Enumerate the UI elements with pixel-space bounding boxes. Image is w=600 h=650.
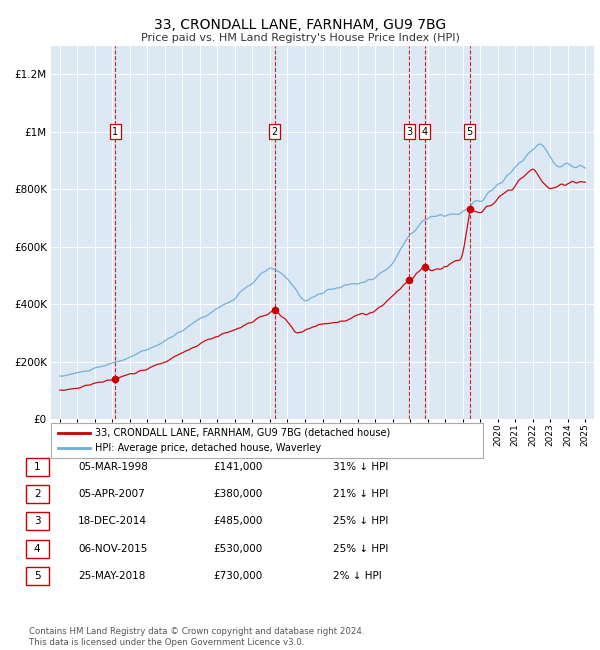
Text: 5: 5 <box>34 571 41 581</box>
Text: 31% ↓ HPI: 31% ↓ HPI <box>333 462 388 472</box>
Text: 5: 5 <box>467 127 473 136</box>
Text: 2: 2 <box>271 127 278 136</box>
Text: HPI: Average price, detached house, Waverley: HPI: Average price, detached house, Wave… <box>95 443 321 453</box>
Text: 4: 4 <box>422 127 428 136</box>
Text: 33, CRONDALL LANE, FARNHAM, GU9 7BG (detached house): 33, CRONDALL LANE, FARNHAM, GU9 7BG (det… <box>95 428 390 437</box>
Text: 21% ↓ HPI: 21% ↓ HPI <box>333 489 388 499</box>
Text: £530,000: £530,000 <box>213 543 262 554</box>
Text: £485,000: £485,000 <box>213 516 262 526</box>
Text: 05-MAR-1998: 05-MAR-1998 <box>78 462 148 472</box>
Text: 1: 1 <box>34 462 41 472</box>
Text: Contains HM Land Registry data © Crown copyright and database right 2024.
This d: Contains HM Land Registry data © Crown c… <box>29 627 364 647</box>
Text: £730,000: £730,000 <box>213 571 262 581</box>
Text: £141,000: £141,000 <box>213 462 262 472</box>
Text: 05-APR-2007: 05-APR-2007 <box>78 489 145 499</box>
Text: 4: 4 <box>34 543 41 554</box>
Text: 25% ↓ HPI: 25% ↓ HPI <box>333 543 388 554</box>
Text: 2: 2 <box>34 489 41 499</box>
Text: 25% ↓ HPI: 25% ↓ HPI <box>333 516 388 526</box>
Text: 3: 3 <box>406 127 412 136</box>
Text: Price paid vs. HM Land Registry's House Price Index (HPI): Price paid vs. HM Land Registry's House … <box>140 32 460 43</box>
Text: £380,000: £380,000 <box>213 489 262 499</box>
Text: 3: 3 <box>34 516 41 526</box>
Text: 25-MAY-2018: 25-MAY-2018 <box>78 571 145 581</box>
Text: 06-NOV-2015: 06-NOV-2015 <box>78 543 148 554</box>
Text: 1: 1 <box>112 127 118 136</box>
Text: 2% ↓ HPI: 2% ↓ HPI <box>333 571 382 581</box>
Text: 18-DEC-2014: 18-DEC-2014 <box>78 516 147 526</box>
Text: 33, CRONDALL LANE, FARNHAM, GU9 7BG: 33, CRONDALL LANE, FARNHAM, GU9 7BG <box>154 18 446 32</box>
